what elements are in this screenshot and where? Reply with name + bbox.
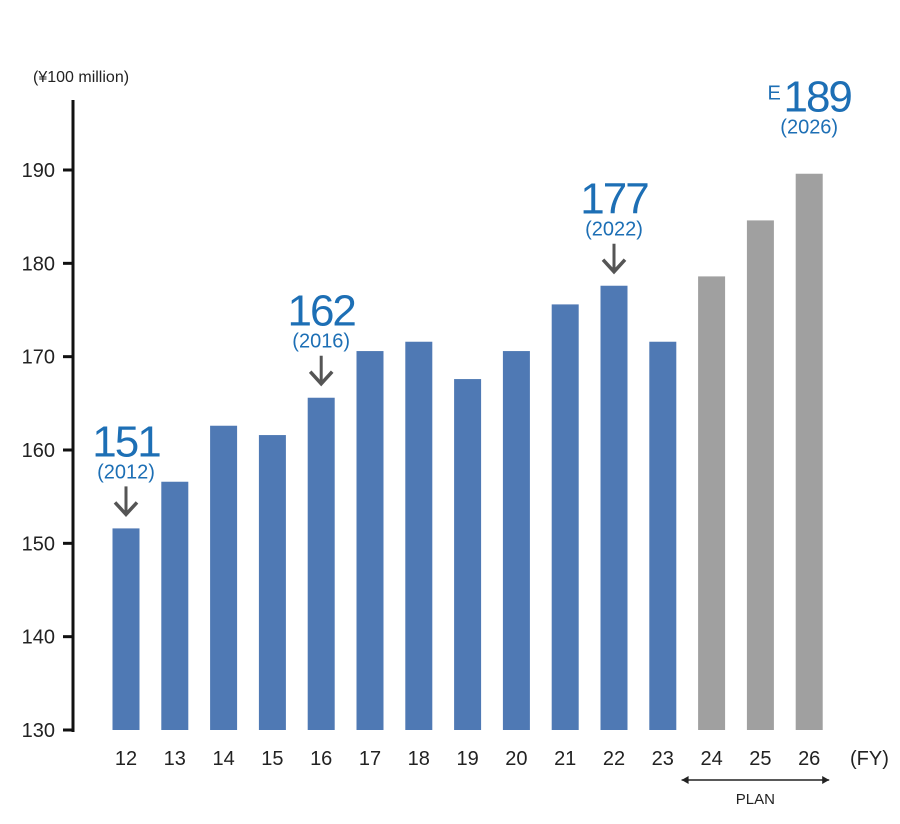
actual-bar <box>258 435 286 730</box>
y-tick-label: 170 <box>22 347 55 369</box>
plan-bar <box>795 173 823 730</box>
x-tick-label: 17 <box>359 748 381 770</box>
actual-bar <box>454 379 482 730</box>
y-tick-label: 190 <box>22 160 55 182</box>
x-tick-label: 20 <box>505 748 527 770</box>
plan-bracket-right-arrowhead <box>822 776 830 784</box>
x-axis-unit-label: (FY) <box>850 748 889 770</box>
x-tick-label: 19 <box>456 748 478 770</box>
actual-bar <box>502 351 530 730</box>
annotation-value: 177 <box>580 175 648 224</box>
x-tick-label: 21 <box>554 748 576 770</box>
actual-bar <box>356 351 384 730</box>
x-tick-label: 16 <box>310 748 332 770</box>
x-tick-label: 24 <box>700 748 722 770</box>
bar-series <box>112 173 823 730</box>
annotation-year: (2012) <box>97 461 155 483</box>
actual-bar <box>112 528 140 730</box>
plan-bar <box>746 220 774 730</box>
annotation-year: (2022) <box>585 219 643 241</box>
x-tick-label: 18 <box>408 748 430 770</box>
annotation-arrow-head <box>113 501 139 517</box>
actual-bar <box>600 285 628 730</box>
annotation-value: 151 <box>92 417 160 466</box>
actual-bar <box>551 304 579 730</box>
x-tick-label: 23 <box>652 748 674 770</box>
x-tick-label: 22 <box>603 748 625 770</box>
y-axis-unit-label: (¥100 million) <box>33 69 129 86</box>
annotation-value: 162 <box>287 287 355 336</box>
actual-bar <box>649 341 677 730</box>
annotation-year: (2026) <box>780 117 838 139</box>
x-tick-label: 15 <box>261 748 283 770</box>
x-axis-ticks: 12 13 14 15 16 17 18 19 20 21 22 23 24 25 26 <box>115 748 820 770</box>
actual-bar <box>307 397 335 730</box>
y-tick-label: 180 <box>22 253 55 275</box>
annotation-arrow-head <box>601 258 627 275</box>
actual-bar <box>210 425 238 730</box>
annotation-year: (2016) <box>292 331 350 353</box>
x-tick-label: 14 <box>212 748 234 770</box>
y-tick-label: 150 <box>22 533 55 555</box>
plan-bar <box>698 276 726 730</box>
y-axis-ticks: 130 140 150 160 170 180 190 <box>22 160 73 742</box>
annotation-value: 189 <box>783 73 851 122</box>
y-tick-label: 140 <box>22 627 55 649</box>
x-tick-label: 13 <box>164 748 186 770</box>
plan-bracket-left-arrowhead <box>681 776 689 784</box>
y-tick-label: 160 <box>22 440 55 462</box>
annotation-estimate-prefix: E <box>768 83 781 105</box>
x-tick-label: 25 <box>749 748 771 770</box>
y-tick-label: 130 <box>22 720 55 742</box>
annotation-arrow-head <box>308 370 334 387</box>
actual-bar <box>405 341 433 730</box>
x-tick-label: 12 <box>115 748 137 770</box>
x-tick-label: 26 <box>798 748 820 770</box>
actual-bar <box>161 481 189 730</box>
plan-bracket: PLAN <box>681 776 830 808</box>
plan-label: PLAN <box>736 791 775 808</box>
